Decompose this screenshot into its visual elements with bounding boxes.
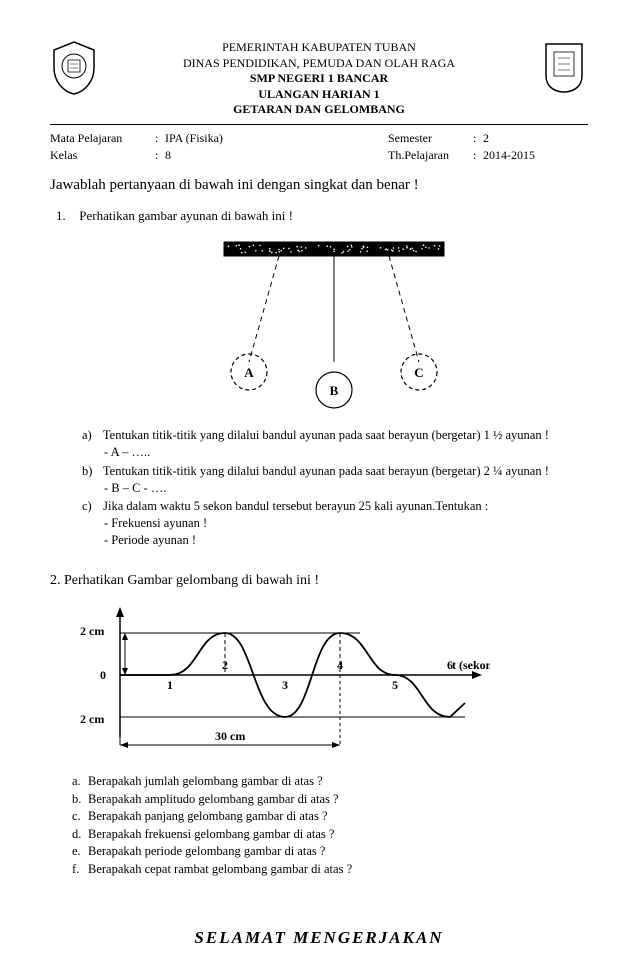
colon: :: [473, 148, 483, 163]
semester-label: Semester: [388, 131, 473, 146]
instruction-text: Jawablah pertanyaan di bawah ini dengan …: [50, 177, 588, 194]
q1b-bullet: B – C - ….: [116, 480, 588, 497]
q2-sublist: a.Berapakah jumlah gelombang gambar di a…: [50, 773, 588, 878]
q2c: c.Berapakah panjang gelombang gambar di …: [90, 808, 588, 826]
svg-text:0: 0: [100, 668, 106, 682]
subject-label: Mata Pelajaran: [50, 131, 155, 146]
q2e: e.Berapakah periode gelombang gambar di …: [90, 843, 588, 861]
q2a: a.Berapakah jumlah gelombang gambar di a…: [90, 773, 588, 791]
logo-right-icon: [540, 40, 588, 96]
q2d-text: Berapakah frekuensi gelombang gambar di …: [88, 827, 334, 841]
info-row-class: Kelas : 8 Th.Pelajaran : 2014-2015: [50, 148, 588, 163]
logo-left-icon: [50, 40, 98, 96]
q2-title-text: Perhatikan Gambar gelombang di bawah ini…: [64, 573, 319, 588]
footer-text: SELAMAT MENGERJAKAN: [0, 928, 638, 948]
question-1: 1. Perhatikan gambar ayunan di bawah ini…: [80, 208, 588, 549]
svg-text:t (sekon): t (sekon): [452, 658, 490, 672]
semester-value: 2: [483, 131, 489, 146]
class-label: Kelas: [50, 148, 155, 163]
q1a-bullet: A – …..: [116, 444, 588, 461]
svg-text:5: 5: [392, 678, 398, 692]
header-line2: DINAS PENDIDIKAN, PEMUDA DAN OLAH RAGA: [106, 56, 532, 72]
q1b-text: Tentukan titik-titik yang dilalui bandul…: [103, 464, 549, 478]
header-line1: PEMERINTAH KABUPATEN TUBAN: [106, 40, 532, 56]
subject-value: IPA (Fisika): [165, 131, 388, 146]
q1-text: Perhatikan gambar ayunan di bawah ini !: [79, 208, 293, 223]
q1c: c) Jika dalam waktu 5 sekon bandul terse…: [102, 498, 588, 549]
q2d: d.Berapakah frekuensi gelombang gambar d…: [90, 826, 588, 844]
q2b-text: Berapakah amplitudo gelombang gambar di …: [88, 792, 339, 806]
svg-text:30 cm: 30 cm: [215, 729, 245, 743]
q1a-text: Tentukan titik-titik yang dilalui bandul…: [103, 428, 549, 442]
q1-number: 1.: [56, 208, 76, 224]
svg-text:C: C: [414, 365, 423, 380]
q2a-letter: a.: [72, 773, 88, 791]
q2f-letter: f.: [72, 861, 88, 879]
svg-text:B: B: [330, 383, 339, 398]
info-row-subject: Mata Pelajaran : IPA (Fisika) Semester :…: [50, 131, 588, 146]
q2c-text: Berapakah panjang gelombang gambar di at…: [88, 809, 328, 823]
q2f-text: Berapakah cepat rambat gelombang gambar …: [88, 862, 352, 876]
q1-sublist: a) Tentukan titik-titik yang dilalui ban…: [80, 427, 588, 549]
q1b-letter: b): [82, 463, 100, 480]
svg-text:2 cm: 2 cm: [80, 624, 104, 638]
q2c-letter: c.: [72, 808, 88, 826]
wave-diagram: 2 cm02 cm123456t (sekon)30 cm: [70, 595, 490, 765]
colon: :: [155, 148, 165, 163]
pendulum-diagram: A B C: [184, 232, 484, 417]
q2f: f.Berapakah cepat rambat gelombang gamba…: [90, 861, 588, 879]
year-value: 2014-2015: [483, 148, 535, 163]
header-line5: GETARAN DAN GELOMBANG: [106, 102, 532, 118]
q2b: b.Berapakah amplitudo gelombang gambar d…: [90, 791, 588, 809]
header-line4: ULANGAN HARIAN 1: [106, 87, 532, 103]
q1c-bullet-2: Periode ayunan !: [116, 532, 588, 549]
q2-number: 2.: [50, 573, 61, 588]
svg-text:2 cm: 2 cm: [80, 712, 104, 726]
colon: :: [155, 131, 165, 146]
header-text-block: PEMERINTAH KABUPATEN TUBAN DINAS PENDIDI…: [106, 40, 532, 118]
colon: :: [473, 131, 483, 146]
svg-text:1: 1: [167, 678, 173, 692]
svg-text:A: A: [244, 365, 254, 380]
svg-text:4: 4: [337, 658, 343, 672]
q2b-letter: b.: [72, 791, 88, 809]
q1c-text: Jika dalam waktu 5 sekon bandul tersebut…: [103, 499, 488, 513]
q1a-letter: a): [82, 427, 100, 444]
q1c-letter: c): [82, 498, 100, 515]
header-divider: [50, 124, 588, 125]
q2d-letter: d.: [72, 826, 88, 844]
q1c-bullet-1: Frekuensi ayunan !: [116, 515, 588, 532]
q2e-text: Berapakah periode gelombang gambar di at…: [88, 844, 325, 858]
class-value: 8: [165, 148, 388, 163]
question-list: 1. Perhatikan gambar ayunan di bawah ini…: [50, 208, 588, 549]
q1a: a) Tentukan titik-titik yang dilalui ban…: [102, 427, 588, 461]
svg-text:2: 2: [222, 658, 228, 672]
q2e-letter: e.: [72, 843, 88, 861]
year-label: Th.Pelajaran: [388, 148, 473, 163]
question-2: 2. Perhatikan Gambar gelombang di bawah …: [50, 573, 588, 589]
header-line3: SMP NEGERI 1 BANCAR: [106, 71, 532, 87]
document-header: PEMERINTAH KABUPATEN TUBAN DINAS PENDIDI…: [50, 40, 588, 118]
q1b: b) Tentukan titik-titik yang dilalui ban…: [102, 463, 588, 497]
q2a-text: Berapakah jumlah gelombang gambar di ata…: [88, 774, 323, 788]
svg-text:3: 3: [282, 678, 288, 692]
